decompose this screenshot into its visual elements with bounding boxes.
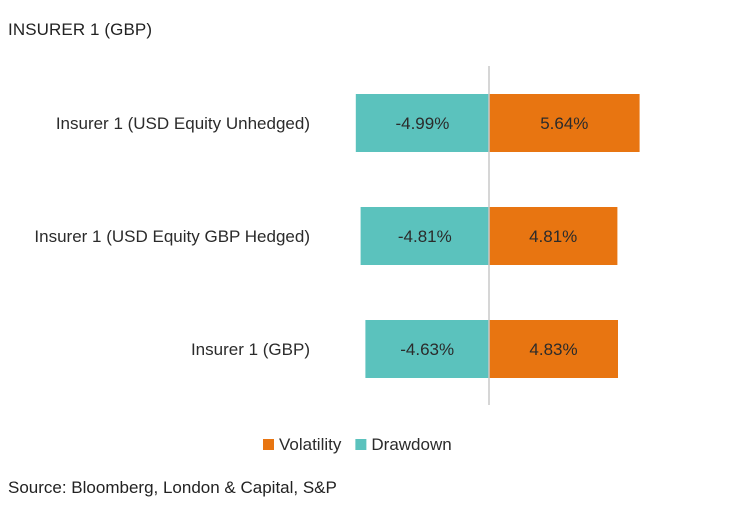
volatility-value-label-3: 4.83% [529, 340, 577, 359]
volatility-legend-label: Volatility [279, 435, 342, 454]
drawdown-value-label-1: -4.99% [395, 114, 449, 133]
category-label-3: Insurer 1 (GBP) [191, 340, 310, 359]
category-label-2: Insurer 1 (USD Equity GBP Hedged) [34, 227, 310, 246]
category-label-1: Insurer 1 (USD Equity Unhedged) [56, 114, 310, 133]
drawdown-legend-swatch [355, 439, 367, 450]
volatility-value-label-2: 4.81% [529, 227, 577, 246]
drawdown-bar-2 [360, 207, 489, 265]
drawdown-value-label-2: -4.81% [398, 227, 452, 246]
drawdown-bar-1 [355, 94, 489, 152]
drawdown-legend-label: Drawdown [371, 435, 451, 454]
source-note: Source: Bloomberg, London & Capital, S&P [8, 478, 337, 497]
chart-title: INSURER 1 (GBP) [8, 20, 153, 39]
volatility-bar-2 [489, 207, 618, 265]
drawdown-bar-3 [365, 320, 489, 378]
volatility-bar-1 [489, 94, 640, 152]
volatility-value-label-1: 5.64% [540, 114, 588, 133]
volatility-legend-swatch [263, 439, 274, 450]
drawdown-value-label-3: -4.63% [400, 340, 454, 359]
volatility-bar-3 [489, 320, 618, 378]
